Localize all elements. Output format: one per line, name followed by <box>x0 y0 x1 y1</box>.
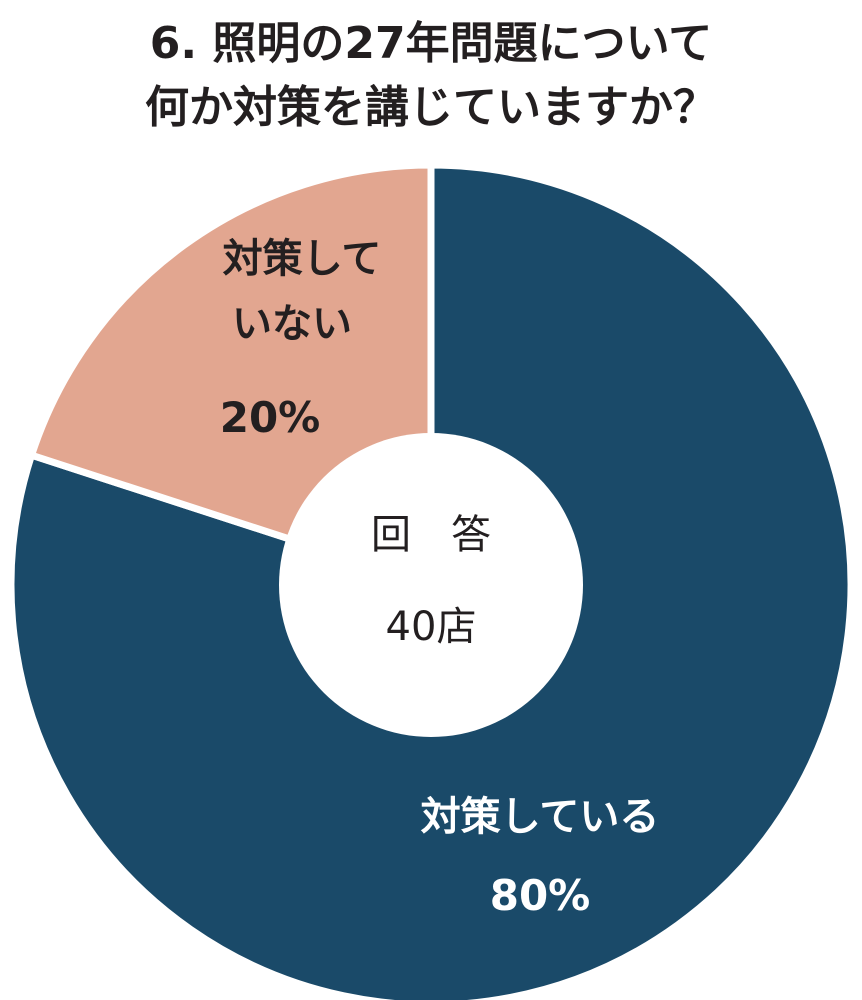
center-value: 40店 <box>386 604 477 650</box>
slice-value-measures-taken: 80% <box>490 871 591 920</box>
slice-label-measures-taken: 対策している <box>421 794 660 840</box>
slice-value-no-measures: 20% <box>220 393 321 442</box>
slice-label-no-measures-line2: いない <box>232 301 352 347</box>
slice-label-no-measures-line1: 対策して <box>223 236 382 282</box>
chart-subtitle: 何か対策を講じていますか？ <box>145 82 717 133</box>
chart-title: 6. 照明の27年問題について <box>150 18 713 69</box>
donut-hole <box>279 433 583 737</box>
center-label: 回 答 <box>371 512 491 558</box>
